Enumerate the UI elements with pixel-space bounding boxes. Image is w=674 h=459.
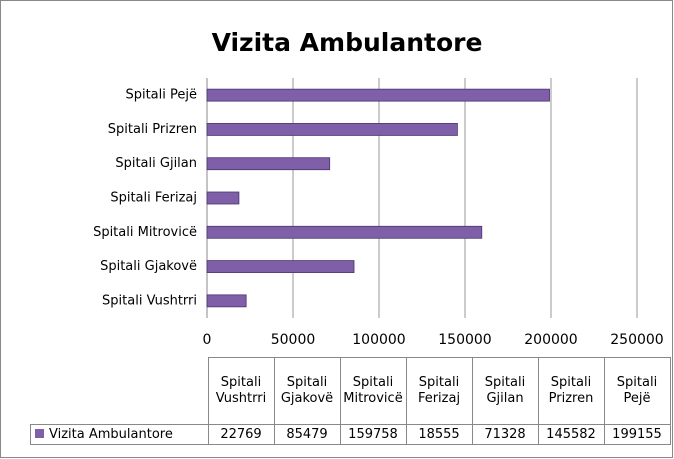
table-category: Spitali Gjakovë — [273, 357, 341, 425]
y-tick-label: Spitali Pejë — [125, 88, 197, 103]
y-tick-label: Spitali Vushtrri — [102, 293, 197, 308]
x-tick-label: 0 — [203, 332, 212, 348]
table-value: 159758 — [339, 424, 407, 445]
bar — [206, 88, 550, 102]
data-table: Spitali Vushtrri Spitali Gjakovë Spitali M… — [30, 357, 671, 445]
table-value: 18555 — [405, 424, 473, 445]
chart-title: Vizita Ambulantore — [212, 28, 483, 57]
y-tick-label: Spitali Gjakovë — [100, 259, 197, 274]
bar — [206, 225, 483, 239]
table-corner — [30, 357, 209, 425]
x-tick-label: 250000 — [610, 332, 663, 348]
x-tick-label: 50000 — [271, 332, 316, 348]
table-value: 199155 — [603, 424, 671, 445]
legend-key — [35, 428, 44, 438]
table-value: 145582 — [537, 424, 605, 445]
table-category: Spitali Vushtrri — [207, 357, 275, 425]
x-tick-label: 100000 — [352, 332, 405, 348]
x-tick-label: 200000 — [524, 332, 577, 348]
table-category: Spitali Mitrovicë — [339, 357, 407, 425]
table-value: 22769 — [207, 424, 275, 445]
bar — [206, 157, 331, 171]
bar — [206, 191, 240, 205]
bar — [206, 123, 458, 136]
table-category: Spitali Pejë — [603, 357, 671, 425]
legend-label: Vizita Ambulantore — [49, 426, 173, 442]
table-category: Spitali Prizren — [537, 357, 605, 425]
table-value: 85479 — [273, 424, 341, 445]
y-tick-label: Spitali Gjilan — [115, 156, 197, 171]
table-category: Spitali Ferizaj — [405, 357, 473, 425]
y-tick-label: Spitali Ferizaj — [110, 191, 197, 206]
bar — [206, 260, 355, 273]
table-category: Spitali Gjilan — [471, 357, 539, 425]
y-tick-label: Spitali Mitrovicë — [93, 225, 197, 240]
x-tick-label: 150000 — [438, 332, 491, 348]
bar — [206, 294, 247, 308]
y-tick-label: Spitali Prizren — [108, 122, 197, 137]
table-legend: Vizita Ambulantore — [30, 424, 209, 445]
table-value: 71328 — [471, 424, 539, 445]
